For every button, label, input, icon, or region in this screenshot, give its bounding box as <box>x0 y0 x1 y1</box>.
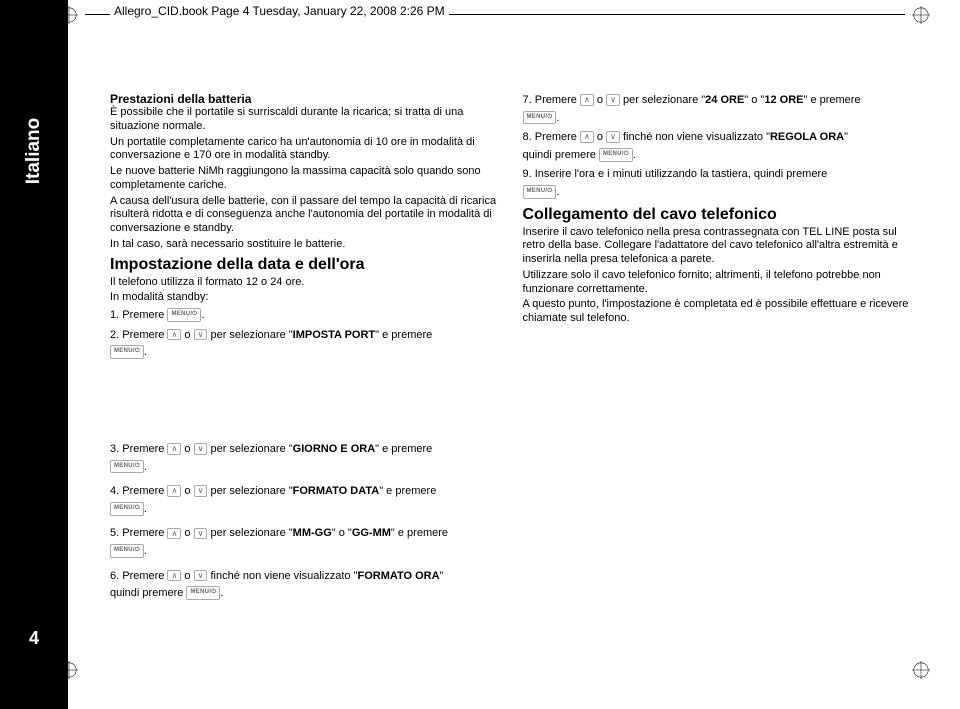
body-text: Utilizzare solo il cavo telefonico forni… <box>523 269 916 297</box>
step-6: 6. Premere ∧ o ∨ finché non viene visual… <box>110 568 510 603</box>
section-heading: Collegamento del cavo telefonico <box>523 206 916 224</box>
left-column: Prestazioni della batteria È possibile c… <box>110 90 503 364</box>
body-text: Le nuove batterie NiMh raggiungono la ma… <box>110 165 503 193</box>
step-4: 4. Premere ∧ o ∨ per selezionare "FORMAT… <box>110 483 510 518</box>
down-arrow-icon: ∨ <box>606 94 620 106</box>
right-column: 7. Premere ∧ o ∨ per selezionare "24 ORE… <box>523 90 916 364</box>
menu-button-icon: MENU/⏻ <box>110 460 144 474</box>
lower-steps: 3. Premere ∧ o ∨ per selezionare "GIORNO… <box>110 438 510 610</box>
menu-button-icon: MENU/⏻ <box>167 308 201 322</box>
up-arrow-icon: ∧ <box>167 443 181 455</box>
menu-button-icon: MENU/⏻ <box>186 586 220 600</box>
language-label: Italiano <box>23 118 45 185</box>
menu-button-icon: MENU/⏻ <box>110 345 144 359</box>
down-arrow-icon: ∨ <box>194 528 208 540</box>
reg-mark-icon <box>912 661 930 679</box>
down-arrow-icon: ∨ <box>606 131 620 143</box>
section-heading: Impostazione della data e dell'ora <box>110 256 503 274</box>
step-9: 9. Inserire l'ora e i minuti utilizzando… <box>523 166 916 201</box>
up-arrow-icon: ∧ <box>580 131 594 143</box>
body-text: Inserire il cavo telefonico nella presa … <box>523 226 916 267</box>
menu-button-icon: MENU/⏻ <box>523 185 557 199</box>
up-arrow-icon: ∧ <box>167 570 181 582</box>
step-3: 3. Premere ∧ o ∨ per selezionare "GIORNO… <box>110 441 510 476</box>
body-text: È possibile che il portatile si surrisca… <box>110 106 503 134</box>
reg-mark-icon <box>912 6 930 24</box>
down-arrow-icon: ∨ <box>194 485 208 497</box>
step-2: 2. Premere ∧ o ∨ per selezionare "IMPOST… <box>110 327 503 362</box>
up-arrow-icon: ∧ <box>580 94 594 106</box>
step-5: 5. Premere ∧ o ∨ per selezionare "MM-GG"… <box>110 525 510 560</box>
page-number: 4 <box>29 628 39 649</box>
body-text: A questo punto, l'impostazione è complet… <box>523 298 916 326</box>
menu-button-icon: MENU/⏻ <box>110 502 144 516</box>
down-arrow-icon: ∨ <box>194 329 208 341</box>
step-7: 7. Premere ∧ o ∨ per selezionare "24 ORE… <box>523 92 916 127</box>
section-heading: Prestazioni della batteria <box>110 92 503 106</box>
body-text: Un portatile completamente carico ha un'… <box>110 136 503 164</box>
step-1: 1. Premere MENU/⏻. <box>110 307 503 325</box>
down-arrow-icon: ∨ <box>194 443 208 455</box>
step-8: 8. Premere ∧ o ∨ finché non viene visual… <box>523 129 916 164</box>
menu-button-icon: MENU/⏻ <box>110 544 144 558</box>
header-text: Allegro_CID.book Page 4 Tuesday, January… <box>110 4 449 18</box>
up-arrow-icon: ∧ <box>167 528 181 540</box>
body-text: Il telefono utilizza il formato 12 o 24 … <box>110 276 503 290</box>
up-arrow-icon: ∧ <box>167 485 181 497</box>
body-text: In modalità standby: <box>110 291 503 305</box>
up-arrow-icon: ∧ <box>167 329 181 341</box>
side-tab: Italiano 4 <box>0 0 68 709</box>
menu-button-icon: MENU/⏻ <box>523 111 557 125</box>
menu-button-icon: MENU/⏻ <box>599 148 633 162</box>
body-text: In tal caso, sarà necessario sostituire … <box>110 238 503 252</box>
body-text: A causa dell'usura delle batterie, con i… <box>110 195 503 236</box>
down-arrow-icon: ∨ <box>194 570 208 582</box>
